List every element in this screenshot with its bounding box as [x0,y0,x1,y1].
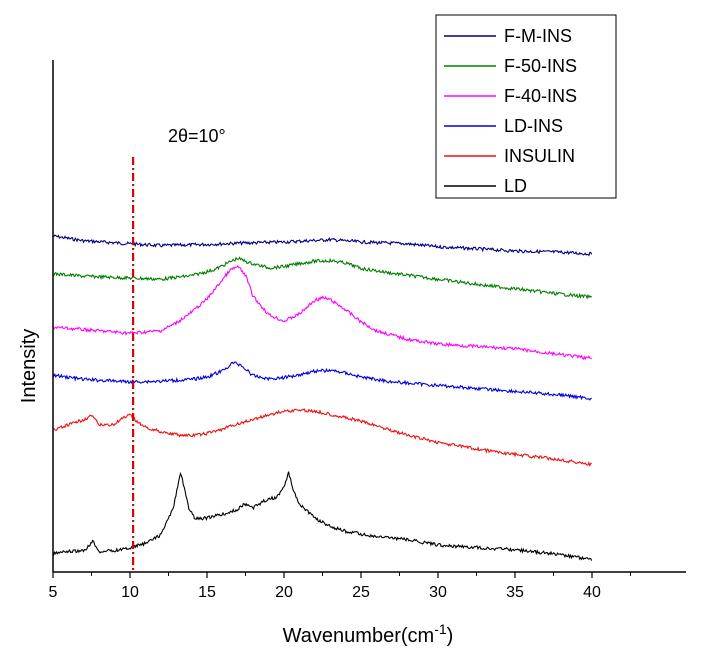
x-tick-label: 30 [429,584,447,601]
legend-label: F-40-INS [504,86,577,106]
legend-label: F-M-INS [504,26,572,46]
series-line-insulin [52,408,592,467]
legend-label: LD [504,176,527,196]
legend-box [435,14,617,199]
series-lines [52,234,593,561]
x-tick-label: 15 [198,584,216,601]
x-tick-label: 20 [275,584,293,601]
x-tick-label: 40 [583,584,601,601]
legend-label: INSULIN [504,146,575,166]
series-line-f-40-ins [52,265,592,361]
legend: F-M-INS F-50-INS F-40-INS LD-INS INSULIN LD [435,14,617,199]
legend-label: F-50-INS [504,56,577,76]
x-tick-label: 25 [352,584,370,601]
legend-label: LD-INS [504,116,563,136]
series-line-f-m-ins [52,234,593,257]
series-line-ld-ins [52,361,592,401]
series-line-f-50-ins [52,256,593,300]
series-line-ld [52,471,593,561]
annotation-2theta: 2θ=10° [168,126,226,146]
y-axis-title: Intensity [18,329,40,403]
x-tick-label: 35 [506,584,524,601]
x-axis-ticks: 5 10 15 20 25 30 35 40 [49,572,631,601]
x-tick-label: 5 [49,584,58,601]
x-axis-title: Wavenumber(cm-1) [283,621,454,647]
x-tick-label: 10 [121,584,139,601]
